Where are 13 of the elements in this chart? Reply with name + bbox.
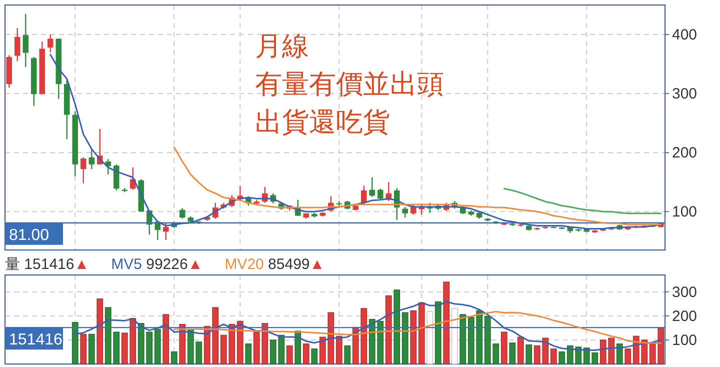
y-tick-label: 300: [672, 86, 698, 103]
legend: 量 151416▲ MV5 99226▲ MV20 85499▲: [5, 256, 325, 273]
y-tick-label: 200: [672, 308, 698, 325]
ref-line-label: 151416: [9, 332, 62, 349]
y-tick-label: 300: [672, 284, 698, 301]
y-tick-label: 200: [672, 144, 698, 162]
y-tick-label: 400: [672, 26, 698, 44]
annotation: 有量有價並出頭: [255, 69, 444, 99]
y-tick-label: 100: [672, 332, 698, 349]
annotation: 出貨還吃貨: [255, 107, 390, 137]
annotation: 月線: [255, 31, 309, 61]
y-tick-label: 100: [672, 204, 698, 221]
ref-line-label: 81.00: [9, 226, 50, 244]
